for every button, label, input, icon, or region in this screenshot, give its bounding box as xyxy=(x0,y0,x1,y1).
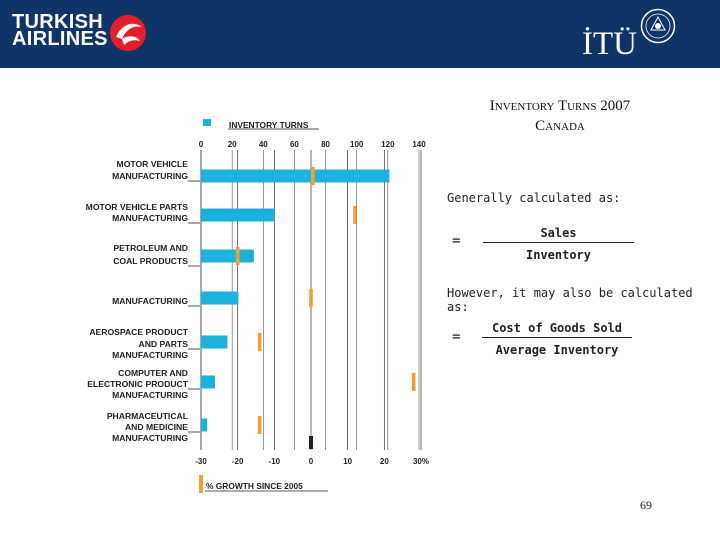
page-number: 69 xyxy=(640,498,652,512)
itu-logo-text: İTÜ xyxy=(582,26,637,62)
bar-inventory-turns xyxy=(201,375,216,389)
slide-title: Inventory Turns 2007 Canada xyxy=(440,96,680,136)
category-label: MANUFACTURING xyxy=(112,213,188,223)
top-axis-tick-label: 60 xyxy=(290,140,299,149)
generally-calculated-text: Generally calculated as: xyxy=(447,191,621,205)
marker-growth xyxy=(309,289,313,307)
bottom-axis-tick-label: 20 xyxy=(380,457,389,466)
marker-growth xyxy=(311,167,315,185)
top-axis-tick-label: 100 xyxy=(350,140,364,149)
bottom-axis-tick-label: 0 xyxy=(309,457,314,466)
top-axis-tick-label: 80 xyxy=(321,140,330,149)
top-axis-tick-label: 40 xyxy=(259,140,268,149)
category-label: AEROSPACE PRODUCT xyxy=(89,327,188,337)
category-label: AND MEDICINE xyxy=(125,422,188,432)
marker-growth xyxy=(235,247,240,265)
formula1-numerator: Sales xyxy=(540,226,577,240)
bottom-axis-tick-label: -10 xyxy=(269,457,281,466)
brand-line2: AIRLINES xyxy=(12,28,108,50)
category-label: MANUFACTURING xyxy=(112,390,188,400)
itu-seal-icon xyxy=(640,8,676,44)
top-axis-tick-label: 20 xyxy=(228,140,237,149)
fraction-line xyxy=(483,242,634,243)
marker-growth xyxy=(257,416,262,434)
bottom-axis-tick-label: 30% xyxy=(413,457,429,466)
turkish-airlines-bird-icon xyxy=(110,15,146,51)
equals-sign-2: = xyxy=(452,329,461,345)
slide-title-line2: Canada xyxy=(535,118,585,134)
category-label: AND PARTS xyxy=(139,339,189,349)
fraction-line xyxy=(482,337,632,338)
category-label: PETROLEUM AND xyxy=(113,243,188,253)
legend-label-inventory-turns: INVENTORY TURNS xyxy=(229,120,309,130)
category-label: MANUFACTURING xyxy=(112,171,188,181)
top-axis-tick-label: 0 xyxy=(199,140,204,149)
category-label: MANUFACTURING xyxy=(112,296,188,306)
category-label: MOTOR VEHICLE PARTS xyxy=(86,202,189,212)
legend-swatch-inventory-turns xyxy=(203,119,211,126)
bottom-axis-tick-label: -30 xyxy=(195,457,207,466)
slide-title-line1: Inventory Turns 2007 xyxy=(489,98,631,114)
formula-sales-over-inventory: Sales Inventory xyxy=(483,225,634,263)
marker-growth xyxy=(353,206,357,224)
formula2-numerator: Cost of Goods Sold xyxy=(491,321,623,335)
bar-inventory-turns xyxy=(201,169,390,183)
formula-cogs-over-average-inventory: Cost of Goods Sold Average Inventory xyxy=(482,320,632,358)
category-label: MANUFACTURING xyxy=(112,350,188,360)
brand-line1: TURKISH xyxy=(12,11,103,33)
equals-sign-1: = xyxy=(452,233,461,249)
bar-inventory-turns xyxy=(201,249,254,263)
category-label: COMPUTER AND xyxy=(118,368,188,378)
marker-growth xyxy=(411,373,416,391)
top-axis-tick-label: 120 xyxy=(381,140,395,149)
bottom-axis-tick-label: 10 xyxy=(343,457,352,466)
category-label: MANUFACTURING xyxy=(112,433,188,443)
category-label: PHARMACEUTICAL xyxy=(107,411,188,421)
bar-inventory-turns xyxy=(201,208,275,222)
bottom-axis-tick-label: -20 xyxy=(232,457,244,466)
however-text: However, it may also be calculated as: xyxy=(447,286,693,314)
bar-inventory-turns xyxy=(201,418,208,432)
formula1-denominator: Inventory xyxy=(525,248,592,262)
header-bar: TURKISH AIRLINES İTÜ xyxy=(0,0,720,68)
bar-inventory-turns xyxy=(201,291,239,305)
category-label: ELECTRONIC PRODUCT xyxy=(87,379,188,389)
category-label: MOTOR VEHICLE xyxy=(117,159,189,169)
turkish-airlines-logo: TURKISH AIRLINES xyxy=(12,11,108,50)
bar-inventory-turns xyxy=(201,335,228,349)
formula2-denominator: Average Inventory xyxy=(495,343,619,357)
legend-swatch-growth xyxy=(199,475,203,493)
category-label: COAL PRODUCTS xyxy=(113,256,188,266)
marker-growth xyxy=(257,333,262,351)
legend-label-growth: % GROWTH SINCE 2005 xyxy=(206,481,303,491)
zero-growth-marker xyxy=(309,436,313,449)
top-axis-tick-label: 140 xyxy=(412,140,426,149)
